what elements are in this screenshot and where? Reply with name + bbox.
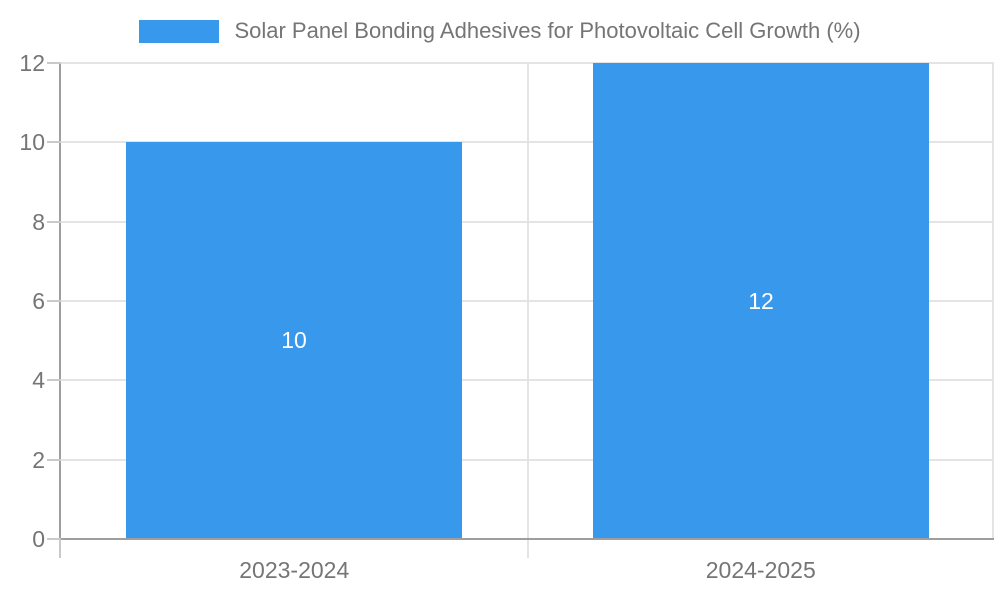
y-tick-mark <box>47 538 61 540</box>
y-tick-label-10: 10 <box>19 129 45 156</box>
chart-legend[interactable]: Solar Panel Bonding Adhesives for Photov… <box>0 16 1000 46</box>
x-axis-line <box>59 538 994 540</box>
y-tick-label-4: 4 <box>32 367 45 394</box>
plot-right-border <box>992 63 994 539</box>
category-separator <box>526 63 529 558</box>
y-tick-label-6: 6 <box>32 288 45 314</box>
y-tick-mark <box>47 220 61 223</box>
bar-value-label: 10 <box>281 327 307 353</box>
x-category-label-2024-2025: 2024-2025 <box>705 557 816 583</box>
legend-swatch-icon <box>139 19 220 43</box>
x-category-label-2023-2024: 2023-2024 <box>239 557 350 583</box>
bar-2023-2024[interactable]: 10 <box>126 142 462 539</box>
legend-label: Solar Panel Bonding Adhesives for Photov… <box>234 17 861 43</box>
bar-2024-2025[interactable]: 12 <box>593 63 929 539</box>
y-tick-mark <box>47 62 61 64</box>
y-tick-label-2: 2 <box>32 446 45 473</box>
y-tick-label-8: 8 <box>32 208 45 235</box>
bar-value-label: 12 <box>748 287 774 314</box>
y-axis-tail <box>59 539 61 558</box>
y-tick-mark <box>47 300 61 302</box>
y-tick-mark <box>47 141 61 144</box>
y-tick-mark <box>47 379 61 382</box>
plot-area: 10 12 <box>59 62 994 558</box>
y-tick-mark <box>47 458 61 461</box>
y-tick-label-0: 0 <box>32 526 45 552</box>
y-tick-label-12: 12 <box>19 50 45 76</box>
